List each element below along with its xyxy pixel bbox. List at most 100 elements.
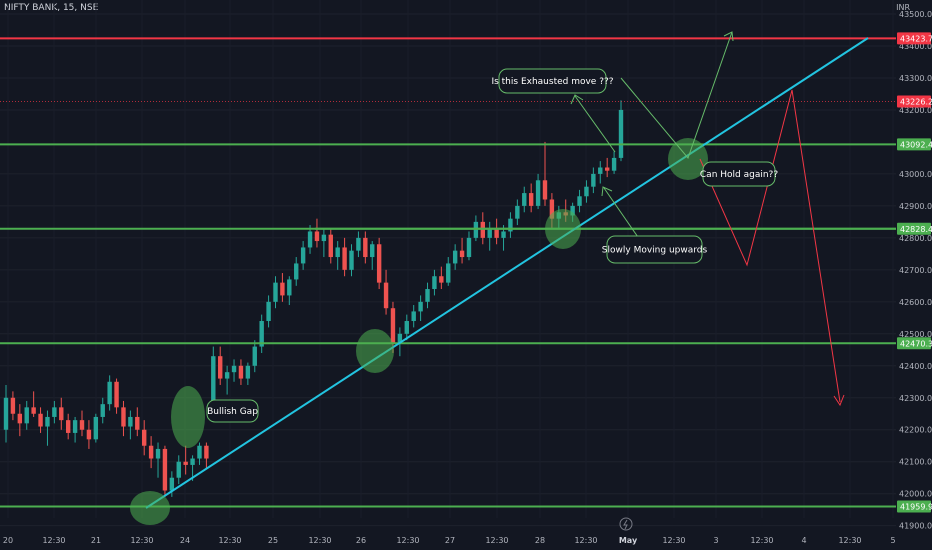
candle [577,189,582,213]
y-tick-label: 42000.00 [899,490,932,499]
candle [432,269,437,296]
candle-body [31,407,36,414]
candle-body [618,109,624,158]
candle-body [224,372,230,379]
y-tick-label: 42900.00 [899,202,932,211]
note-bullish-gap: Bullish Gap [206,399,259,423]
note-text: Can Hold again?? [700,170,778,180]
candle [411,305,416,328]
y-tick-label: 42600.00 [899,298,932,307]
candle-body [135,416,140,430]
arrow-head-up [723,31,734,42]
candle [356,231,361,258]
arrow-exhausted [570,94,616,153]
candle-body [473,221,479,238]
candle [515,199,520,226]
candle-body [432,276,437,290]
candle-body [349,250,354,270]
price-tag-bg [897,32,931,45]
candle-body [114,381,119,408]
candle-body [176,461,181,478]
candle-body [494,228,499,238]
candle-body [218,356,223,379]
candle-body [370,244,375,258]
candle-body [549,199,555,219]
candle [273,276,278,309]
candle [107,375,112,411]
candle [238,359,244,385]
candle [335,241,340,270]
touch-ellipse [130,491,170,525]
candle-body [24,407,29,424]
drawings [130,31,869,525]
candle [618,100,624,162]
candle-body [363,237,368,258]
candle-body [128,416,133,427]
candle [72,416,78,443]
candle-body [535,180,541,206]
candle [10,391,16,421]
candle [446,257,451,286]
candle-body [287,279,292,296]
candle [300,241,306,270]
x-tick-label: May [619,536,638,545]
candle-body [611,157,617,171]
note-text: Bullish Gap [207,407,258,417]
candle-body [487,228,492,238]
candle-body [418,301,423,312]
candle-body [452,250,458,264]
lightning-circle [619,517,633,531]
y-tick-label: 42800.00 [899,234,932,243]
y-tick-label: 42400.00 [899,362,932,371]
x-tick-label: 12:30 [574,536,597,545]
candle [162,445,168,497]
note-box [498,68,607,94]
candle [100,397,105,424]
candle-body [480,221,485,238]
candle-body [245,365,251,379]
candle [439,266,444,290]
candle-body [65,420,71,433]
candle [314,218,320,248]
candle [307,225,313,254]
x-tick-label: 24 [180,536,190,545]
y-tick-label: 43000.00 [899,170,932,179]
note-text: Is this Exhausted move ??? [491,77,613,87]
candle [252,340,257,373]
candle [404,314,409,341]
candle [321,228,327,258]
touch-ellipse [545,209,581,249]
note-slowly-up: Slowly Moving upwards [602,235,707,264]
candle [218,346,223,385]
price-tag-text: 43092.40 [900,140,932,149]
candle [383,269,389,315]
candle-body [59,407,64,421]
candle [3,384,9,443]
price-tag: 42470.35 [897,337,932,350]
candle-body [266,301,271,322]
candle [487,221,492,251]
candle-body [342,247,347,270]
candle-body [211,356,216,414]
candle [148,436,154,469]
currency-label: INR [896,3,910,12]
y-tick-label: 42100.00 [899,458,932,467]
candle-body [273,282,278,302]
x-tick-label: 21 [91,536,101,545]
candle [135,407,140,437]
candle-body [259,321,264,347]
price-tag-text: 42828.45 [900,225,932,234]
x-tick-label: 12:30 [218,536,241,545]
candle-body [390,308,396,344]
candle-body [72,420,78,433]
candle-body [52,407,57,417]
candle-body [314,231,320,242]
candle [31,391,36,417]
candle-body [591,173,596,187]
candle [528,183,534,213]
x-tick-label: 3 [713,536,718,545]
projection-up [620,31,733,159]
candle-body [328,234,333,258]
note-exhausted: Is this Exhausted move ??? [491,68,614,94]
